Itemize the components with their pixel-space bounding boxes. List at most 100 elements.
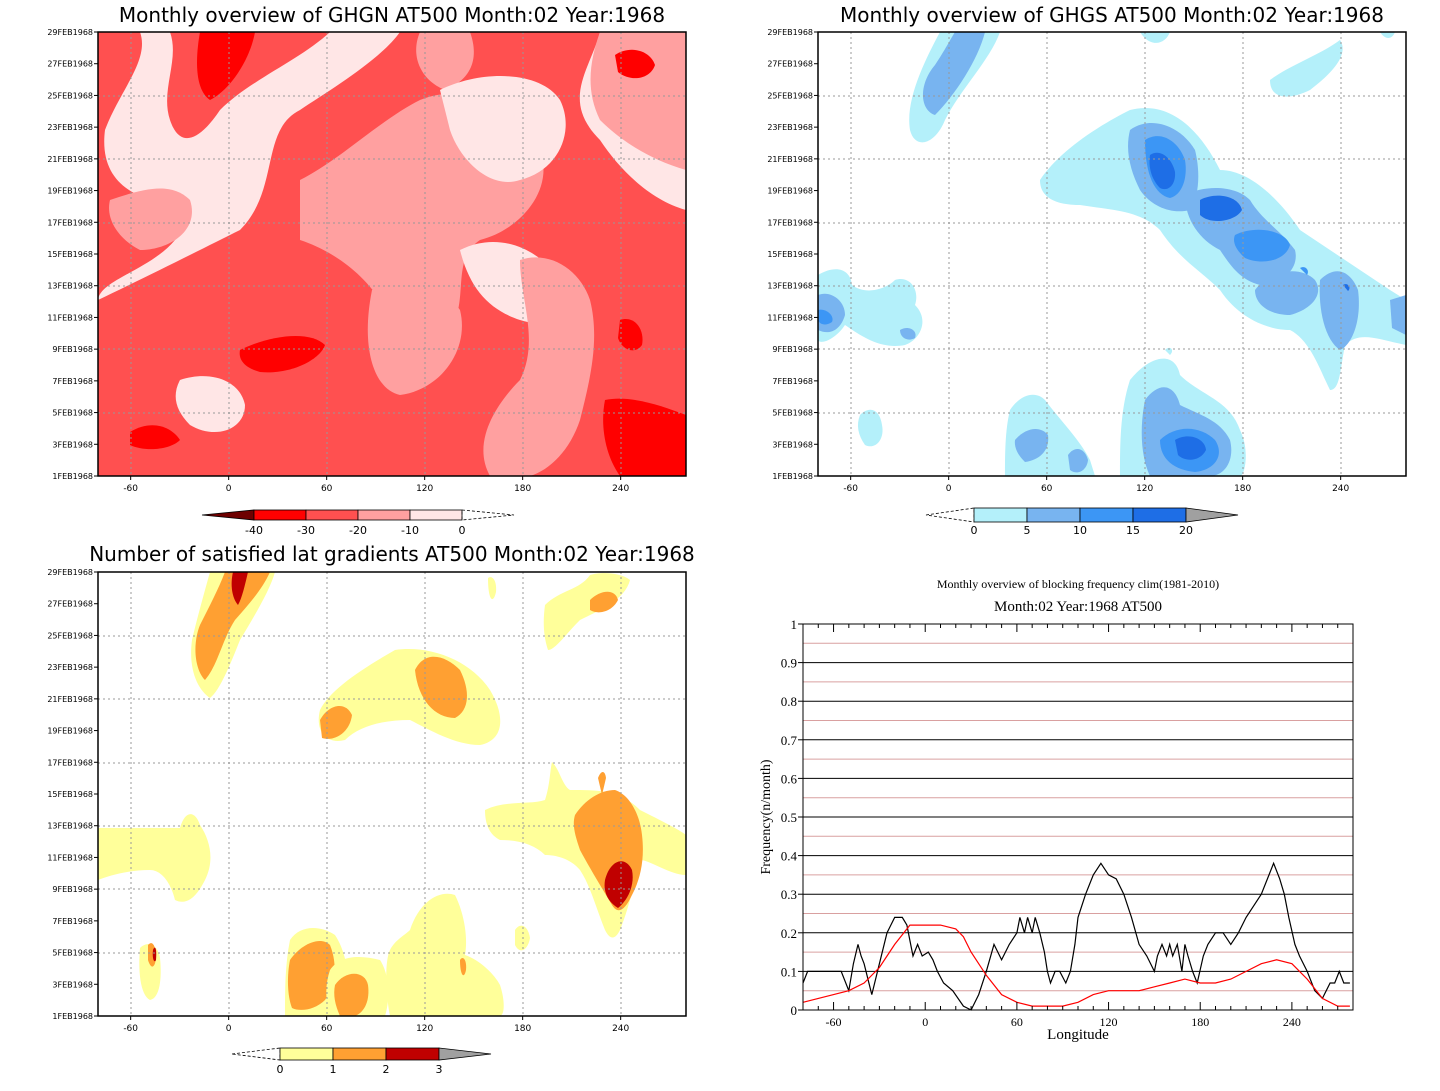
- x-tick-label: 180: [1234, 484, 1251, 494]
- panel-ghgn-colorbar: -40 -30 -20 -10 0: [201, 509, 515, 537]
- y-tick-label: 23FEB1968: [47, 663, 93, 672]
- ghgn-colorbar-labels: -40 -30 -20 -10 0: [245, 524, 465, 537]
- panel-ghgs-field: [818, 32, 1406, 476]
- series-line-0: [802, 861, 1350, 1011]
- x-tick-label: 240: [1283, 1015, 1301, 1029]
- y-tick-label: 21FEB1968: [47, 695, 93, 704]
- colorbar-label: 5: [1024, 524, 1031, 537]
- ghgs-colorbar-arrow-right: [1185, 507, 1239, 523]
- x-tick-label: 60: [321, 1024, 333, 1034]
- panel-latgrad-yticks: 1FEB1968 3FEB1968 5FEB1968 7FEB1968 9FEB1968…: [47, 568, 98, 1021]
- y-tick-label: 0.7: [781, 733, 798, 748]
- y-tick-label: 0.6: [781, 771, 798, 786]
- x-tick-label: -60: [123, 1024, 138, 1034]
- y-tick-label: 17FEB1968: [47, 758, 93, 767]
- y-tick-label: 0.2: [781, 926, 797, 941]
- y-tick-label: 9FEB1968: [52, 345, 93, 354]
- x-tick-label: 180: [514, 1024, 531, 1034]
- y-tick-label: 1FEB1968: [52, 472, 93, 481]
- ghgn-colorbar-arrow-left: [201, 509, 255, 521]
- panel-ghgs-colorbar: 0 5 10 15 20: [925, 507, 1239, 537]
- panel-blocking-title: Monthly overview of blocking frequency c…: [937, 577, 1219, 591]
- ghgs-colorbar-arrow-left: [925, 507, 975, 523]
- y-tick-label: 0.9: [781, 656, 797, 671]
- y-tick-label: 9FEB1968: [52, 885, 93, 894]
- x-tick-label: 60: [321, 484, 333, 494]
- x-tick-label: 0: [226, 1024, 232, 1034]
- y-tick-label: 0: [791, 1003, 798, 1018]
- x-tick-label: 120: [1100, 1015, 1118, 1029]
- y-tick-label: 0.3: [781, 887, 797, 902]
- panel-ghgs-title: Monthly overview of GHGS AT500 Month:02 …: [840, 3, 1384, 27]
- y-tick-label: 17FEB1968: [767, 218, 813, 227]
- panel-ghgs-yticks: 1FEB1968 3FEB1968 5FEB1968 7FEB1968 9FEB1968…: [767, 28, 818, 481]
- x-tick-label: 120: [416, 484, 433, 494]
- colorbar-label: 0: [277, 1063, 284, 1076]
- y-tick-label: 0.4: [781, 849, 798, 864]
- colorbar-label: 3: [436, 1063, 443, 1076]
- x-tick-label: -60: [826, 1015, 842, 1029]
- y-tick-label: 19FEB1968: [767, 187, 813, 196]
- latgrad-colorbar-arrow-right: [438, 1047, 492, 1061]
- panel-ghgn-field: [98, 32, 686, 476]
- colorbar-label: -20: [349, 524, 367, 537]
- colorbar-label: -40: [245, 524, 263, 537]
- x-tick-label: -60: [123, 484, 138, 494]
- panel-latgrad-grid: [98, 572, 686, 1016]
- panel-ghgn-xticks: -60 0 60 120 180 240: [123, 476, 630, 494]
- panel-latgrad-field: [98, 572, 686, 1016]
- y-tick-label: 7FEB1968: [52, 917, 93, 926]
- y-tick-label: 19FEB1968: [47, 727, 93, 736]
- ghgs-colorbar-labels: 0 5 10 15 20: [971, 524, 1194, 537]
- y-tick-label: 5FEB1968: [52, 949, 93, 958]
- y-tick-label: 5FEB1968: [52, 409, 93, 418]
- y-tick-label: 15FEB1968: [47, 250, 93, 259]
- y-tick-label: 0.5: [781, 810, 797, 825]
- y-tick-label: 1: [791, 617, 798, 632]
- y-tick-label: 23FEB1968: [767, 123, 813, 132]
- panel-ghgs: Monthly overview of GHGS AT500 Month:02 …: [767, 3, 1407, 537]
- colorbar-label: 15: [1126, 524, 1140, 537]
- y-tick-label: 0.1: [781, 964, 797, 979]
- y-tick-label: 7FEB1968: [52, 377, 93, 386]
- ghgn-colorbar-arrow-right: [461, 509, 515, 521]
- panel-blocking-series: [802, 861, 1350, 1011]
- x-tick-label: 180: [1191, 1015, 1209, 1029]
- x-tick-label: 240: [612, 1024, 629, 1034]
- panel-ghgn-grid: [98, 32, 686, 476]
- latgrad-colorbar-labels: 0 1 2 3: [277, 1063, 443, 1076]
- colorbar-label: 20: [1179, 524, 1193, 537]
- panel-blocking: Monthly overview of blocking frequency c…: [759, 577, 1354, 1043]
- y-tick-label: 5FEB1968: [772, 409, 813, 418]
- x-tick-label: 240: [612, 484, 629, 494]
- y-tick-label: 13FEB1968: [767, 282, 813, 291]
- colorbar-label: 0: [459, 524, 466, 537]
- y-tick-label: 15FEB1968: [47, 790, 93, 799]
- x-tick-label: 120: [416, 1024, 433, 1034]
- y-tick-label: 11FEB1968: [47, 853, 93, 862]
- y-tick-label: 27FEB1968: [47, 60, 93, 69]
- y-tick-label: 29FEB1968: [47, 28, 93, 37]
- y-tick-label: 3FEB1968: [52, 980, 93, 989]
- y-tick-label: 15FEB1968: [767, 250, 813, 259]
- panel-ghgn-yticks: 1FEB1968 3FEB1968 5FEB1968 7FEB1968 9FEB1968…: [47, 28, 98, 481]
- x-tick-label: 60: [1041, 484, 1053, 494]
- y-tick-label: 13FEB1968: [47, 282, 93, 291]
- y-tick-label: 25FEB1968: [47, 631, 93, 640]
- y-tick-label: 3FEB1968: [772, 440, 813, 449]
- y-tick-label: 27FEB1968: [47, 600, 93, 609]
- colorbar-label: 1: [330, 1063, 337, 1076]
- colorbar-label: -30: [297, 524, 315, 537]
- y-tick-label: 25FEB1968: [767, 91, 813, 100]
- y-tick-label: 29FEB1968: [767, 28, 813, 37]
- x-tick-label: 60: [1011, 1015, 1023, 1029]
- x-tick-label: 0: [922, 1015, 928, 1029]
- x-tick-label: -60: [843, 484, 858, 494]
- panel-blocking-grid: [803, 642, 1353, 992]
- y-tick-label: 27FEB1968: [767, 60, 813, 69]
- x-tick-label: 120: [1136, 484, 1153, 494]
- y-tick-label: 1FEB1968: [52, 1012, 93, 1021]
- panel-blocking-xlabel: Longitude: [1047, 1027, 1109, 1043]
- panel-latgrad: Number of satisfied lat gradients AT500 …: [47, 542, 694, 1076]
- x-tick-label: 0: [226, 484, 232, 494]
